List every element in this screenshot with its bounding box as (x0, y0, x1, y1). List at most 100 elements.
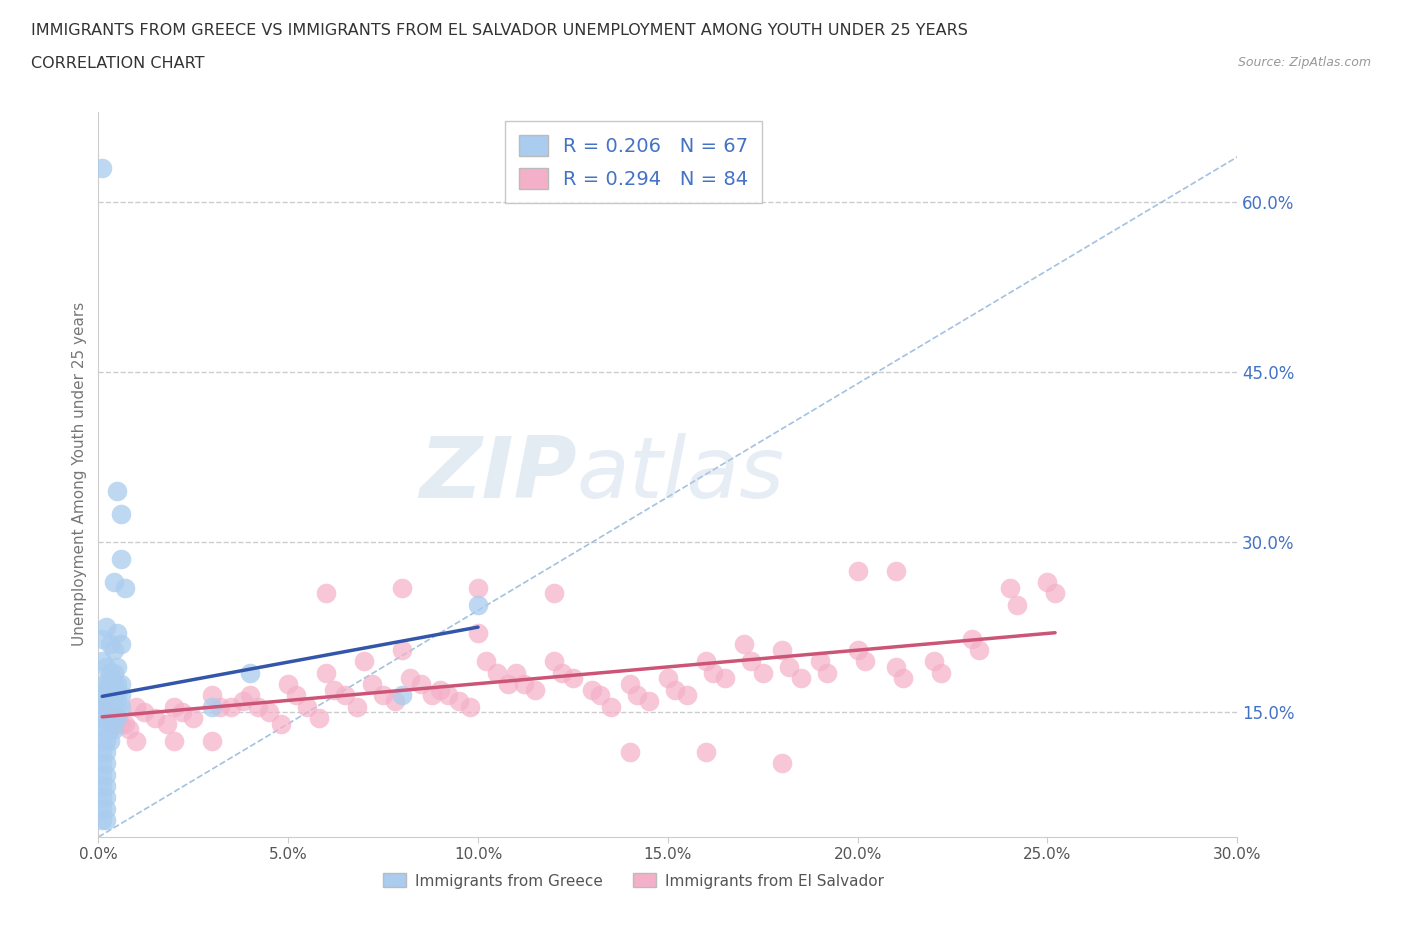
Point (221, 699, 243, 714)
Point (107, 659, 129, 674)
Point (467, 626, 489, 641)
Point (664, 683, 686, 698)
Point (695, 745, 717, 760)
Point (346, 699, 368, 714)
Point (114, 580, 136, 595)
Point (505, 665, 527, 680)
Point (1043, 586, 1066, 601)
Point (107, 699, 129, 714)
Point (638, 694, 661, 709)
Point (277, 676, 299, 691)
Point (107, 711, 129, 725)
Point (94, 711, 117, 725)
Point (107, 484, 129, 498)
Point (998, 580, 1021, 595)
Point (94, 659, 117, 674)
Point (98, 722, 121, 737)
Point (884, 564, 907, 578)
Point (929, 665, 952, 680)
Point (94, 778, 117, 793)
Point (94, 620, 117, 635)
Point (246, 699, 269, 714)
Point (201, 699, 224, 714)
Point (110, 676, 132, 691)
Point (94, 676, 117, 691)
Point (103, 676, 125, 691)
Point (91, 722, 114, 737)
Point (524, 683, 547, 698)
Point (156, 716, 179, 731)
Point (676, 688, 699, 703)
Point (163, 733, 186, 748)
Point (752, 665, 775, 680)
Point (98, 676, 121, 691)
Point (170, 705, 193, 720)
Point (360, 676, 382, 691)
Point (562, 671, 585, 685)
Point (695, 654, 717, 669)
Point (353, 654, 375, 669)
Point (110, 688, 132, 703)
Point (232, 694, 254, 709)
Point (98, 711, 121, 725)
Legend: Immigrants from Greece, Immigrants from El Salvador: Immigrants from Greece, Immigrants from … (377, 868, 890, 895)
Point (967, 643, 990, 658)
Point (110, 507, 132, 522)
Point (239, 665, 262, 680)
Point (335, 688, 357, 703)
Point (619, 676, 641, 691)
Point (91, 161, 114, 176)
Point (94, 688, 117, 703)
Point (270, 716, 292, 731)
Point (315, 586, 337, 601)
Point (91, 767, 114, 782)
Point (163, 699, 186, 714)
Point (103, 699, 125, 714)
Point (422, 688, 444, 703)
Point (103, 722, 125, 737)
Point (449, 694, 471, 709)
Point (1005, 597, 1028, 612)
Y-axis label: Unemployment Among Youth under 25 years: Unemployment Among Youth under 25 years (72, 302, 87, 646)
Point (125, 733, 148, 748)
Point (91, 631, 114, 646)
Point (891, 671, 914, 685)
Point (91, 699, 114, 714)
Point (107, 711, 129, 725)
Point (91, 790, 114, 804)
Point (308, 711, 330, 725)
Point (853, 654, 876, 669)
Point (550, 665, 572, 680)
Point (960, 631, 983, 646)
Point (91, 699, 114, 714)
Text: ZIP: ZIP (419, 432, 576, 516)
Point (98, 711, 121, 725)
Point (103, 688, 125, 703)
Text: Source: ZipAtlas.com: Source: ZipAtlas.com (1237, 56, 1371, 69)
Point (110, 716, 132, 731)
Point (790, 671, 813, 685)
Point (98, 665, 121, 680)
Point (94, 802, 117, 817)
Text: IMMIGRANTS FROM GREECE VS IMMIGRANTS FROM EL SALVADOR UNEMPLOYMENT AMONG YOUTH U: IMMIGRANTS FROM GREECE VS IMMIGRANTS FRO… (31, 23, 967, 38)
Point (581, 683, 603, 698)
Point (103, 716, 125, 731)
Point (98, 688, 121, 703)
Point (103, 575, 125, 590)
Point (103, 665, 125, 680)
Point (429, 683, 451, 698)
Point (91, 711, 114, 725)
Point (94, 790, 117, 804)
Point (391, 688, 413, 703)
Point (846, 643, 869, 658)
Point (91, 654, 114, 669)
Point (98, 637, 121, 652)
Point (808, 654, 831, 669)
Point (107, 626, 129, 641)
Point (543, 586, 565, 601)
Point (94, 733, 117, 748)
Point (770, 643, 793, 658)
Point (91, 688, 114, 703)
Point (114, 716, 136, 731)
Point (486, 665, 509, 680)
